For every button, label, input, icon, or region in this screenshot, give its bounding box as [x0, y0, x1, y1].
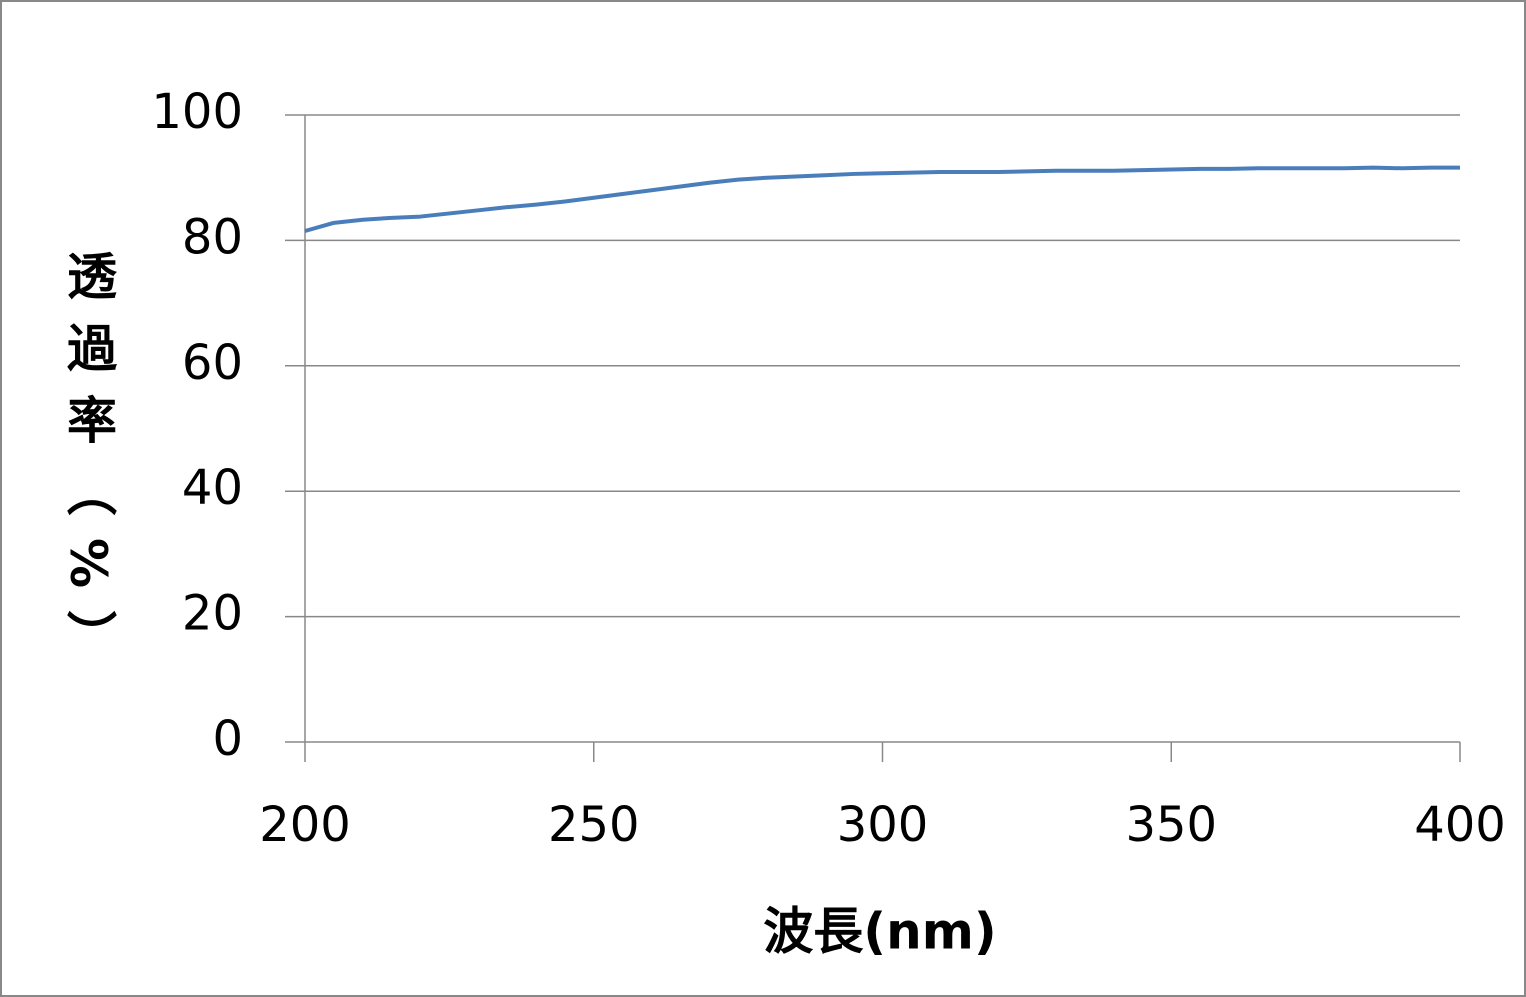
x-tick-label: 400	[1414, 797, 1506, 853]
x-tick-label: 250	[548, 797, 640, 853]
y-tick-label: 60	[182, 335, 243, 391]
y-tick-label: 100	[151, 84, 243, 140]
x-tick-label: 350	[1125, 797, 1217, 853]
data-line	[304, 165, 1460, 233]
x-tick-label: 300	[837, 797, 929, 853]
y-tick-label: 20	[182, 586, 243, 642]
y-axis-label: 透過率（%）	[59, 250, 117, 682]
x-tick-label: 200	[259, 797, 351, 853]
y-tick-label: 80	[182, 209, 243, 265]
y-tick-label: 0	[212, 711, 243, 767]
y-tick-label: 40	[182, 460, 243, 516]
x-axis-label: 波長(nm)	[763, 903, 996, 961]
